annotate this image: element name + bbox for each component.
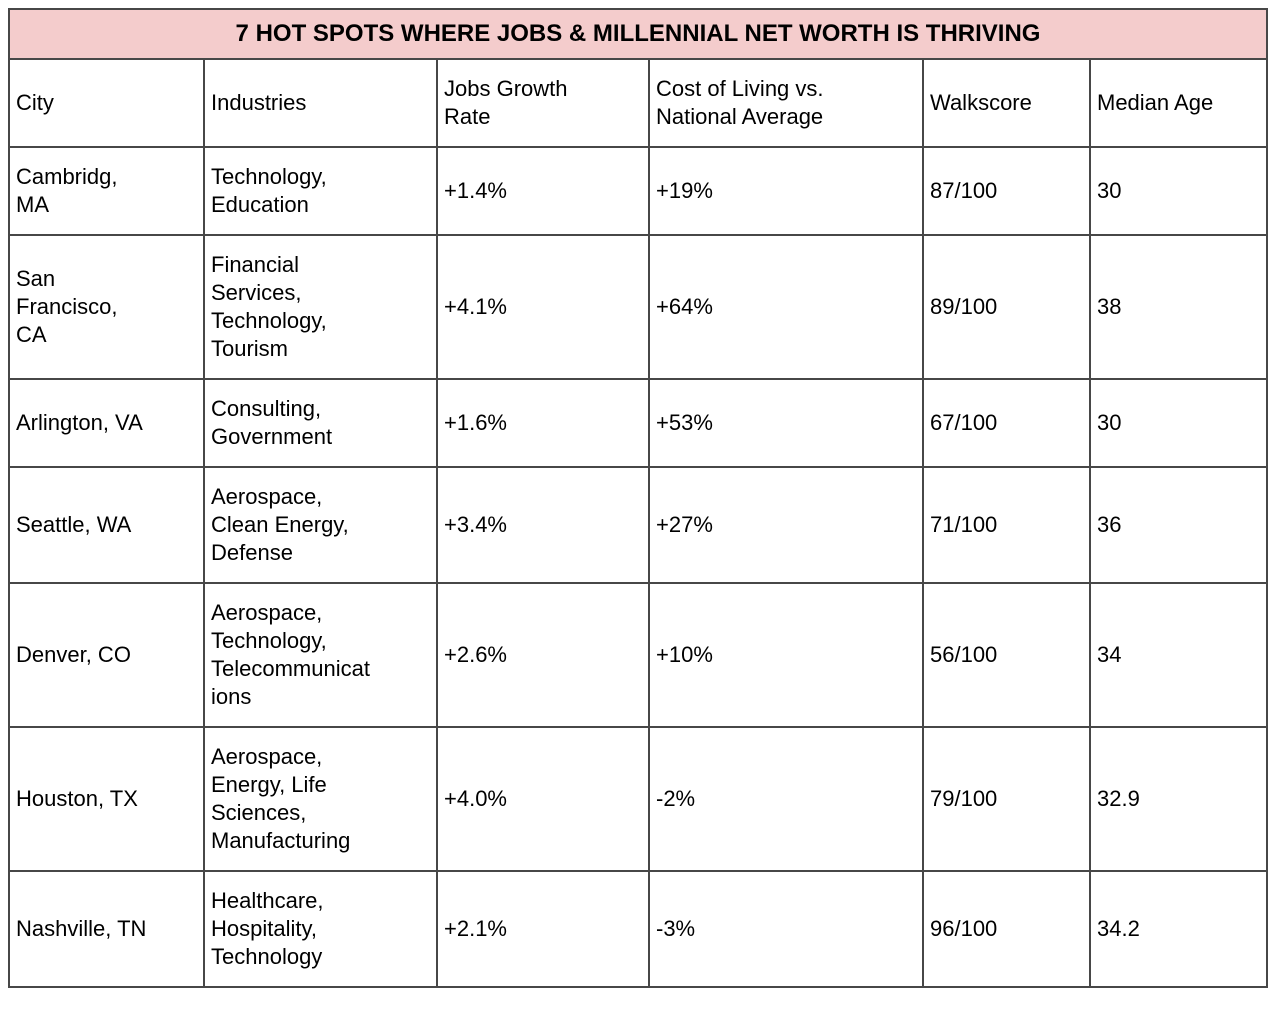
cell-jobs-growth-rate: +1.6% <box>436 378 650 468</box>
column-header-median-age: Median Age <box>1088 58 1269 148</box>
cell-jobs-growth-rate: +3.4% <box>436 466 650 584</box>
cell-walkscore: 87/100 <box>922 146 1091 236</box>
table-row: Seattle, WA Aerospace, Clean Energy, Def… <box>8 466 1269 584</box>
cell-city: Cambridg, MA <box>8 146 205 236</box>
cell-jobs-growth-rate: +2.1% <box>436 870 650 988</box>
cell-walkscore: 56/100 <box>922 582 1091 728</box>
cell-jobs-growth-rate: +1.4% <box>436 146 650 236</box>
cell-jobs-growth-rate: +4.0% <box>436 726 650 872</box>
cell-median-age: 36 <box>1088 466 1269 584</box>
cell-walkscore: 79/100 <box>922 726 1091 872</box>
cell-city: Denver, CO <box>8 582 205 728</box>
table-row: Denver, CO Aerospace, Technology, Teleco… <box>8 582 1269 728</box>
column-header-walkscore: Walkscore <box>922 58 1091 148</box>
cell-cost-of-living: +64% <box>648 234 924 380</box>
column-header-industries: Industries <box>203 58 438 148</box>
cell-walkscore: 89/100 <box>922 234 1091 380</box>
column-header-jobs-growth-rate: Jobs Growth Rate <box>436 58 650 148</box>
table-row: Arlington, VA Consulting, Government +1.… <box>8 378 1269 468</box>
table-title: 7 HOT SPOTS WHERE JOBS & MILLENNIAL NET … <box>7 8 1269 60</box>
cell-median-age: 38 <box>1088 234 1269 380</box>
cell-cost-of-living: -3% <box>648 870 924 988</box>
cell-city: Houston, TX <box>8 726 205 872</box>
cell-median-age: 32.9 <box>1088 726 1269 872</box>
cell-city: Nashville, TN <box>8 870 205 988</box>
cell-industries: Aerospace, Technology, Telecommunicat io… <box>203 582 438 728</box>
table-row: San Francisco, CA Financial Services, Te… <box>8 234 1269 380</box>
cell-industries: Financial Services, Technology, Tourism <box>203 234 438 380</box>
cell-city: Arlington, VA <box>8 378 205 468</box>
column-header-cost-of-living: Cost of Living vs. National Average <box>648 58 924 148</box>
cell-cost-of-living: +27% <box>648 466 924 584</box>
cell-industries: Aerospace, Energy, Life Sciences, Manufa… <box>203 726 438 872</box>
cell-jobs-growth-rate: +4.1% <box>436 234 650 380</box>
table-row: Cambridg, MA Technology, Education +1.4%… <box>8 146 1269 236</box>
cell-walkscore: 71/100 <box>922 466 1091 584</box>
cell-walkscore: 67/100 <box>922 378 1091 468</box>
cell-city: San Francisco, CA <box>8 234 205 380</box>
cell-jobs-growth-rate: +2.6% <box>436 582 650 728</box>
cell-industries: Aerospace, Clean Energy, Defense <box>203 466 438 584</box>
title-row: 7 HOT SPOTS WHERE JOBS & MILLENNIAL NET … <box>7 8 1269 60</box>
table-row: Houston, TX Aerospace, Energy, Life Scie… <box>8 726 1269 872</box>
cell-median-age: 30 <box>1088 378 1269 468</box>
hot-spots-table: 7 HOT SPOTS WHERE JOBS & MILLENNIAL NET … <box>7 8 1269 988</box>
column-header-city: City <box>8 58 205 148</box>
table-row: Nashville, TN Healthcare, Hospitality, T… <box>8 870 1269 988</box>
header-row: City Industries Jobs Growth Rate Cost of… <box>8 58 1269 148</box>
cell-industries: Healthcare, Hospitality, Technology <box>203 870 438 988</box>
cell-median-age: 34.2 <box>1088 870 1269 988</box>
cell-median-age: 30 <box>1088 146 1269 236</box>
cell-walkscore: 96/100 <box>922 870 1091 988</box>
cell-industries: Consulting, Government <box>203 378 438 468</box>
cell-cost-of-living: -2% <box>648 726 924 872</box>
cell-median-age: 34 <box>1088 582 1269 728</box>
cell-cost-of-living: +19% <box>648 146 924 236</box>
cell-cost-of-living: +10% <box>648 582 924 728</box>
cell-industries: Technology, Education <box>203 146 438 236</box>
cell-cost-of-living: +53% <box>648 378 924 468</box>
cell-city: Seattle, WA <box>8 466 205 584</box>
